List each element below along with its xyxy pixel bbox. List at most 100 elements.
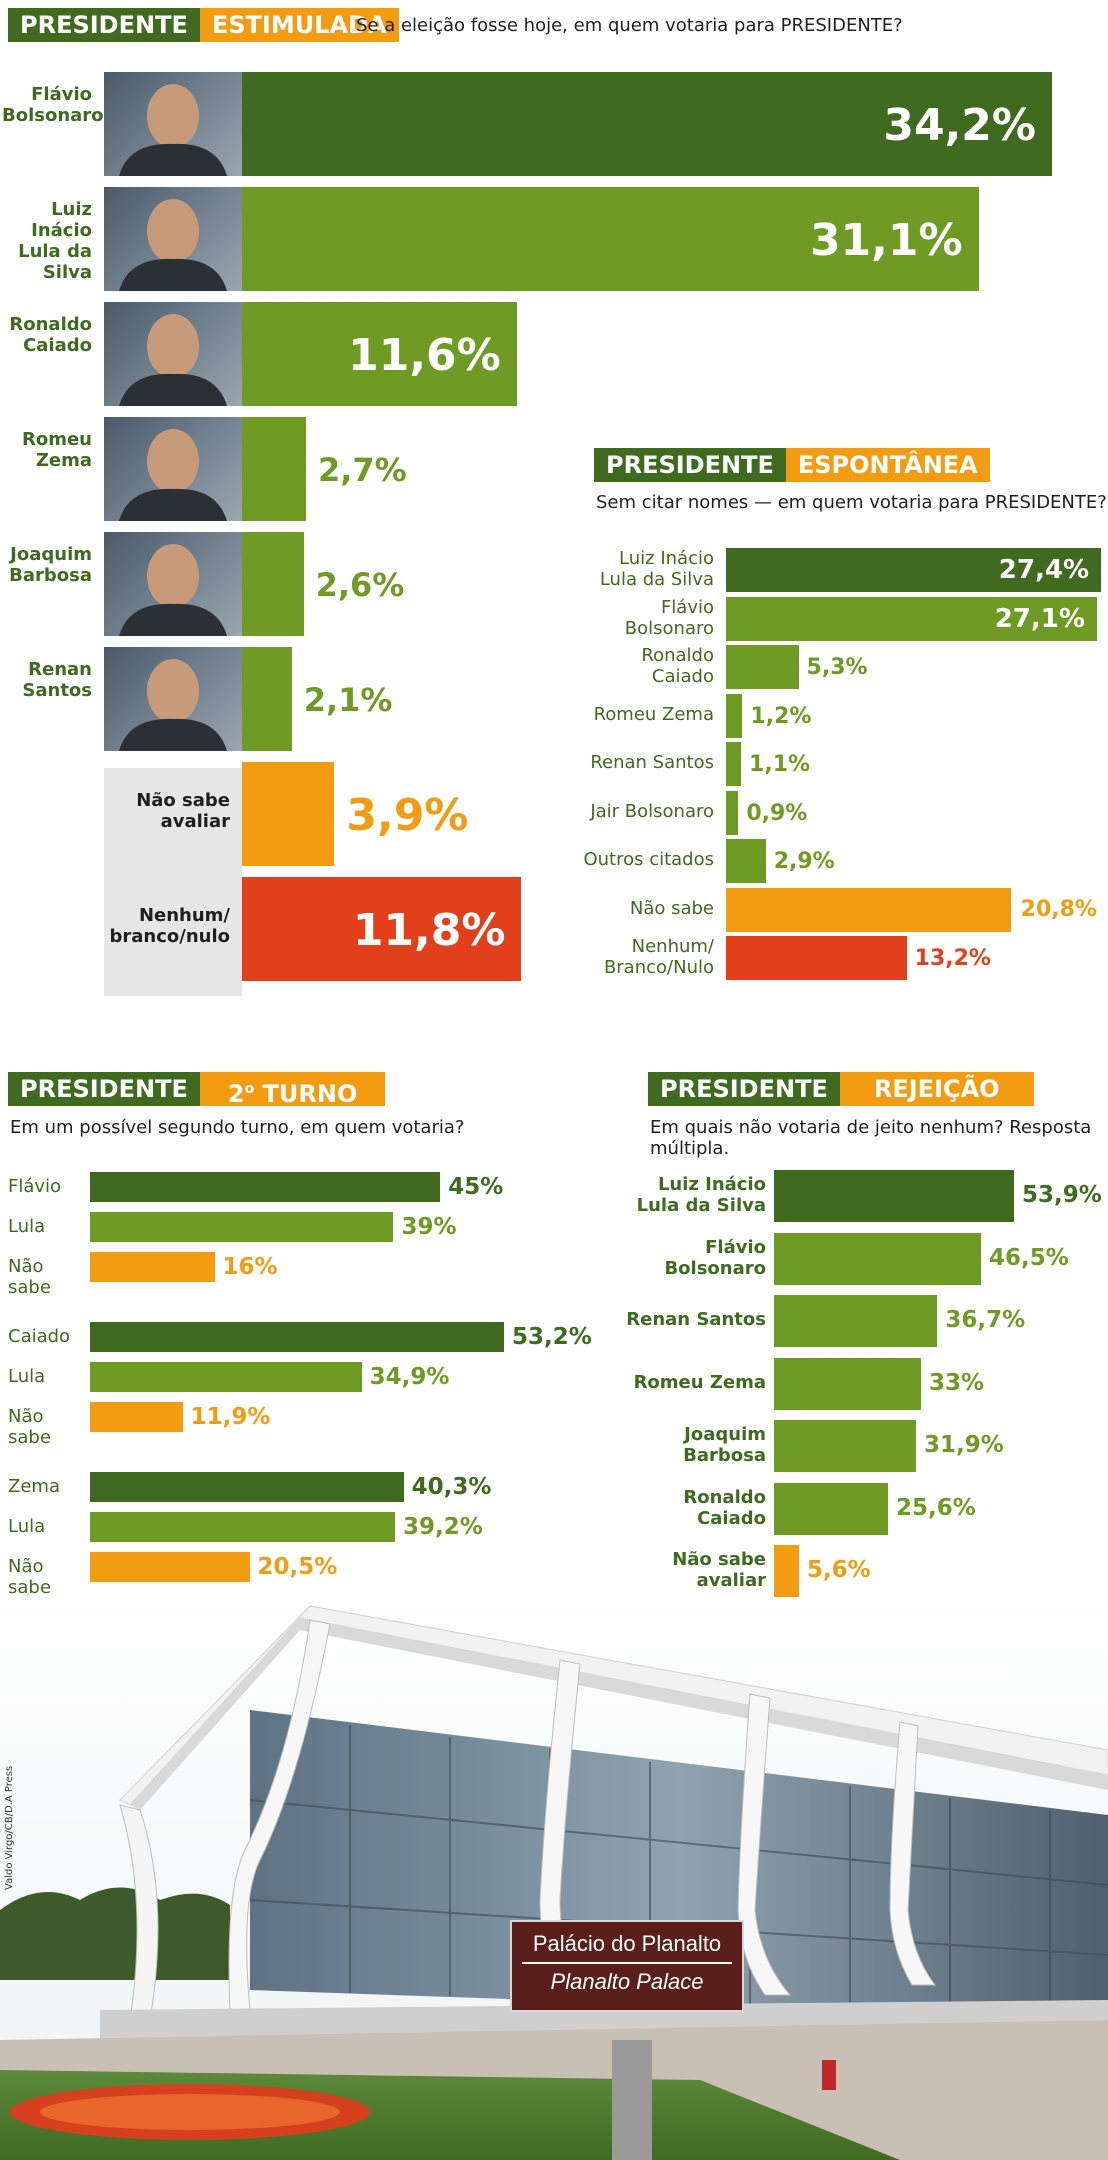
turno-value: 40,3% (411, 1474, 492, 1500)
espontanea-header: PRESIDENTE ESPONTÂNEA (594, 448, 990, 482)
sign-divider (522, 1962, 732, 1964)
espontanea-bar (726, 839, 766, 883)
candidate-silhouette-icon (119, 544, 227, 636)
espontanea-value: 0,9% (746, 800, 808, 826)
estimulada-bar (242, 417, 306, 521)
rejeicao-bar (774, 1420, 917, 1472)
candidate-silhouette-icon (119, 314, 227, 406)
rejeicao-header: PRESIDENTE REJEIÇÃO (648, 1072, 1034, 1106)
photo-credit: Valdo Virgo/CB/D.A Press (4, 1765, 15, 1890)
turno-label: Lula (8, 1516, 46, 1537)
turno-label: Não sabe (8, 1256, 51, 1298)
rejeicao-header-b: REJEIÇÃO (839, 1072, 1034, 1106)
turno-value: 11,9% (190, 1404, 271, 1430)
rejeicao-value: 46,5% (989, 1244, 1069, 1271)
rejeicao-question: Em quais não votaria de jeito nenhum? Re… (650, 1117, 1092, 1159)
turno-bar (90, 1402, 183, 1432)
turno-label: Lula (8, 1216, 46, 1237)
espontanea-bar (726, 742, 742, 786)
espontanea-bar (726, 645, 799, 689)
espontanea-value: 1,2% (750, 703, 812, 729)
turno-bar (90, 1322, 504, 1352)
estimulada-bar (242, 762, 335, 866)
turno-label: Flávio (8, 1176, 62, 1197)
turno-bar (90, 1472, 404, 1502)
rejeicao-label: Não sabe avaliar (672, 1549, 766, 1591)
rejeicao-label: Joaquim Barbosa (683, 1424, 766, 1466)
estimulada-value: 31,1% (809, 215, 963, 266)
estimulada-label: Renan Santos (22, 659, 92, 701)
espontanea-label: Luiz Inácio Lula da Silva (599, 548, 714, 590)
turno-ordinal: o (244, 1081, 255, 1097)
espontanea-question: Sem citar nomes — em quem votaria para P… (596, 492, 1107, 513)
turno-word: TURNO (262, 1080, 358, 1108)
planalto-photo: Palácio do Planalto Planalto Palace Vald… (0, 1600, 1108, 2160)
sign-line-1: Palácio do Planalto (532, 1931, 722, 1956)
turno-bar (90, 1172, 441, 1202)
turno-value: 39% (401, 1214, 457, 1240)
rejeicao-label: Romeu Zema (633, 1371, 766, 1393)
estimulada-header-a: PRESIDENTE (8, 8, 200, 42)
turno-value: 20,5% (257, 1554, 338, 1580)
espontanea-bar (726, 693, 743, 738)
candidate-silhouette-icon (119, 199, 227, 291)
turno-value: 39,2% (403, 1514, 483, 1540)
turno-value: 45% (448, 1174, 504, 1200)
turno-bar (90, 1362, 362, 1392)
turno-header-b: 2o TURNO (199, 1072, 386, 1108)
espontanea-label: Renan Santos (590, 752, 714, 773)
rejeicao-label: Ronaldo Caiado (683, 1486, 766, 1529)
candidate-photo (104, 72, 242, 176)
candidate-photo (104, 187, 242, 291)
estimulada-label: Joaquim Barbosa (9, 544, 92, 586)
turno-header-a: PRESIDENTE (8, 1072, 200, 1106)
rejeicao-bar (774, 1232, 982, 1285)
rejeicao-value: 25,6% (895, 1494, 976, 1521)
espontanea-label: Flávio Bolsonaro (624, 596, 714, 639)
turno-label: Não sabe (8, 1556, 51, 1598)
estimulada-header: PRESIDENTE ESTIMULADA (8, 8, 399, 42)
estimulada-label: Ronaldo Caiado (9, 314, 92, 356)
espontanea-bar (726, 596, 1097, 641)
rejeicao-label: Luiz Inácio Lula da Silva (636, 1174, 766, 1216)
turno-bar (90, 1552, 250, 1582)
candidate-photo (104, 302, 242, 406)
rejeicao-header-a: PRESIDENTE (648, 1072, 840, 1106)
espontanea-label: Romeu Zema (593, 703, 714, 725)
estimulada-bar (242, 647, 292, 751)
espontanea-label: Nenhum/Branco/Nulo (603, 936, 714, 978)
espontanea-value: 20,8% (1020, 896, 1097, 922)
estimulada-value: 2,6% (315, 566, 405, 604)
espontanea-label: Outros citados (583, 849, 714, 870)
rejeicao-bar (774, 1357, 921, 1410)
espontanea-value: 13,2% (914, 946, 991, 971)
estimulada-value: 2,1% (303, 681, 393, 719)
espontanea-value: 27,4% (998, 555, 1089, 585)
rejeicao-bar (774, 1482, 888, 1535)
candidate-photo (104, 647, 242, 751)
planalto-sign: Palácio do Planalto Planalto Palace (510, 1920, 744, 2012)
rejeicao-label: Renan Santos (626, 1309, 766, 1330)
candidate-silhouette-icon (119, 429, 227, 521)
turno-number: 2 (227, 1080, 245, 1108)
espontanea-bar (726, 887, 1011, 932)
turno-header: PRESIDENTE 2o TURNO (8, 1072, 386, 1108)
candidate-silhouette-icon (119, 659, 227, 751)
espontanea-bar (726, 936, 907, 980)
rejeicao-value: 53,9% (1022, 1182, 1102, 1208)
rejeicao-bar (774, 1295, 938, 1347)
turno-bar (90, 1212, 394, 1242)
espontanea-header-a: PRESIDENTE (594, 448, 786, 482)
estimulada-value: 11,6% (348, 330, 501, 381)
turno-label: Lula (8, 1366, 46, 1387)
sign-line-2: Planalto Palace (550, 1969, 704, 1994)
turno-label: Zema (8, 1476, 60, 1497)
estimulada-value: 2,7% (317, 451, 407, 489)
espontanea-header-b: ESPONTÂNEA (785, 448, 990, 482)
estimulada-label: Flávio Bolsonaro (2, 84, 104, 126)
espontanea-value: 27,1% (994, 603, 1085, 634)
turno-value: 16% (222, 1254, 278, 1280)
rejeicao-value: 33% (928, 1369, 984, 1396)
turno-label: Caiado (8, 1326, 71, 1347)
candidate-silhouette-icon (119, 84, 227, 176)
